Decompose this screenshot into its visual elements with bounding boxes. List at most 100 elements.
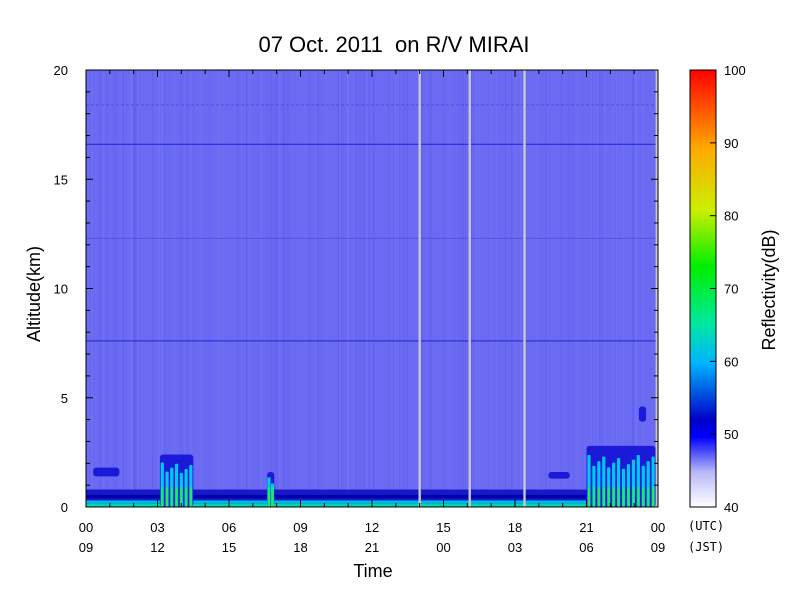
noise-stripe [496,70,498,507]
echo-core [602,487,605,507]
noise-stripe [191,70,193,507]
noise-stripe [366,70,368,507]
noise-stripe [336,70,338,507]
noise-stripe [422,70,424,507]
noise-stripe [394,70,397,507]
noise-stripe [538,70,540,507]
noise-stripe [623,70,625,507]
noise-stripe [266,70,268,507]
data-gap-line [418,70,421,507]
noise-stripe [304,70,306,507]
x-tick-label-jst: 09 [79,540,93,555]
plot-area [85,69,659,508]
x-tick-label-jst: 09 [651,540,665,555]
noise-stripe [152,70,154,507]
noise-stripe [600,70,603,507]
noise-stripe [428,70,430,507]
colorbar-tick-label: 80 [724,209,738,224]
noise-stripe [248,70,250,507]
noise-stripe [162,70,164,507]
noise-stripe [343,70,346,507]
y-tick-label: 5 [61,391,68,406]
noise-stripe [186,70,188,507]
noise-stripe [515,70,517,507]
noise-stripe [222,70,224,507]
noise-stripe [355,70,357,507]
noise-stripe [192,70,194,507]
noise-stripe [134,70,136,507]
noise-stripe [130,70,132,507]
noise-stripe [282,70,285,507]
echo-core [185,487,188,507]
echo-core [180,487,183,507]
noise-stripe [393,70,395,507]
noise-stripe [133,70,135,507]
noise-stripe [576,70,579,507]
noise-stripe [157,70,159,507]
noise-stripe [353,70,355,507]
y-tick-label: 20 [54,63,68,78]
noise-stripe [490,70,492,507]
x-axis-label: Time [353,561,392,581]
noise-stripe [325,70,328,507]
echo-region [586,445,656,507]
echo-region [548,472,570,479]
noise-stripe [130,70,133,507]
noise-stripe [346,70,349,507]
noise-stripe [155,70,157,507]
noise-stripe [612,70,614,507]
x-tick-label-jst: 00 [436,540,450,555]
echo-core [161,487,164,507]
noise-stripe [398,70,401,507]
noise-stripe [240,70,242,507]
noise-stripe [470,70,472,507]
x-tick-label-utc: 03 [150,520,164,535]
noise-stripe [423,70,425,507]
echo-core [637,487,640,507]
noise-stripe [239,70,241,507]
echo-region [638,406,647,422]
noise-stripe [106,70,108,507]
noise-stripe [406,70,408,507]
echo-core [617,487,620,507]
x-tick-label-jst: 15 [222,540,236,555]
noise-stripe [459,70,461,507]
noise-stripe [279,70,281,507]
noise-stripe [243,70,246,507]
y-tick-label: 15 [54,172,68,187]
noise-stripe [393,70,395,507]
noise-stripe [315,70,318,507]
noise-stripe [135,70,137,507]
colorbar-tick-label: 40 [724,500,738,515]
noise-stripe [132,70,134,507]
noise-stripe [237,70,239,507]
noise-stripe [260,70,262,507]
noise-stripe [632,70,634,507]
noise-stripe [642,70,644,507]
x-axis: 00 09 03 12 06 15 09 18 12 21 15 00 18 03 21 06 00 09 [79,70,665,555]
noise-stripe [122,70,124,507]
noise-stripe [592,70,594,507]
noise-stripe [422,70,424,507]
noise-stripe [568,70,570,507]
noise-stripe [158,70,160,507]
noise-stripe [245,70,248,507]
x-tick-label-jst: 12 [150,540,164,555]
echo-core [607,487,610,507]
echo-core [271,487,274,507]
data-gap-line [523,70,526,507]
y-tick-label: 0 [61,500,68,515]
noise-stripe [244,70,246,507]
noise-stripe [560,70,563,507]
x-tick-label-utc: 00 [79,520,93,535]
noise-stripe [545,70,547,507]
chart-title: 07 Oct. 2011 on R/V MIRAI [258,32,529,57]
x-tick-label-jst: 21 [365,540,379,555]
noise-stripe [462,70,465,507]
noise-stripe [359,70,361,507]
echo-core [592,487,595,507]
colorbar-tick-label: 90 [724,136,738,151]
echo-region [93,467,120,477]
noise-stripe [344,70,346,507]
